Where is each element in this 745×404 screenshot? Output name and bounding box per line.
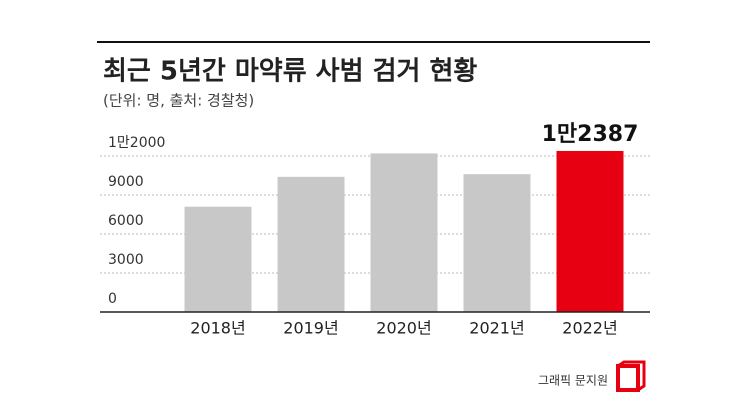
y-tick-label: 0 bbox=[108, 291, 117, 307]
x-tick-label: 2018년 bbox=[190, 319, 245, 338]
y-tick-label: 6000 bbox=[108, 213, 144, 229]
bar bbox=[463, 174, 531, 312]
bar bbox=[184, 206, 252, 312]
credit: 그래픽 문지원 bbox=[538, 374, 608, 388]
bar bbox=[277, 176, 345, 312]
chart-title: 최근 5년간 마약류 사범 검거 현황 bbox=[103, 57, 477, 87]
logo bbox=[616, 360, 646, 392]
x-tick-label: 2021년 bbox=[469, 319, 524, 338]
value-label: 1만2387 bbox=[542, 122, 639, 147]
bar bbox=[370, 153, 438, 312]
x-tick-label: 2019년 bbox=[283, 319, 338, 338]
bar bbox=[556, 150, 624, 312]
chart-subtitle: (단위: 명, 출처: 경찰청) bbox=[103, 92, 254, 110]
x-tick-label: 2020년 bbox=[376, 319, 431, 338]
y-tick-label: 1만2000 bbox=[108, 135, 165, 151]
y-tick-label: 3000 bbox=[108, 252, 144, 268]
x-tick-label: 2022년 bbox=[562, 319, 617, 338]
y-tick-label: 9000 bbox=[108, 174, 144, 190]
